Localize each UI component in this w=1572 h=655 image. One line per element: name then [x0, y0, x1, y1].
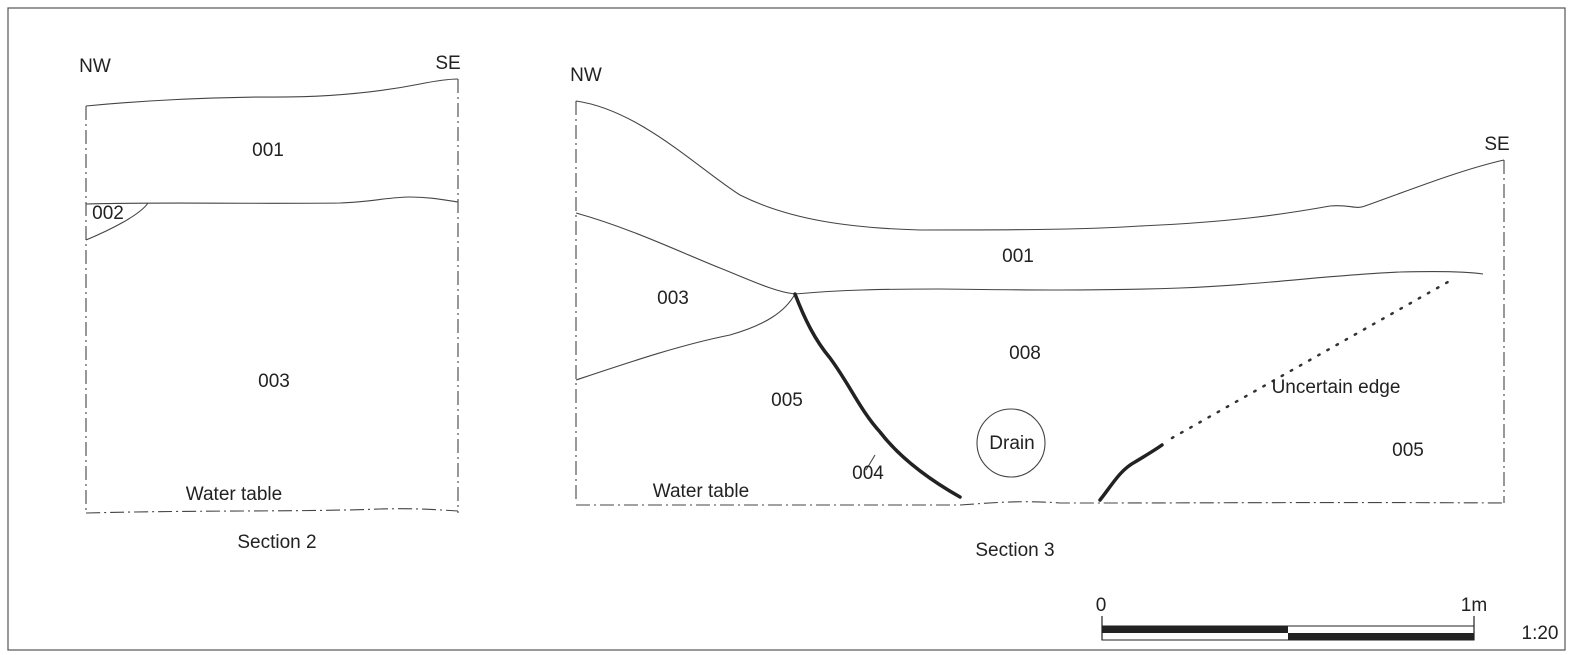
section-edges — [575, 101, 1505, 503]
scale-start: 0 — [1096, 595, 1107, 616]
scale-bar: 0 1m 1:20 — [1096, 595, 1559, 644]
water-table-line — [576, 501, 1505, 506]
orientation-label: NW — [570, 65, 602, 86]
ground-surface — [85, 78, 459, 107]
section-3: NW SE 001 003 008 005 004 005 Drain Unce… — [570, 65, 1510, 561]
layer-boundary — [85, 196, 459, 205]
section-title: Section 2 — [237, 532, 316, 553]
drain-label: Drain — [989, 433, 1034, 454]
scale-ratio: 1:20 — [1522, 623, 1559, 644]
uncertain-edge-line — [1170, 276, 1457, 440]
section-edges — [85, 79, 459, 513]
orientation-label: SE — [435, 53, 460, 74]
water-table-line — [85, 508, 459, 514]
cut-edge — [793, 292, 962, 499]
water-table-label: Water table — [653, 481, 749, 502]
layer-label: 001 — [1002, 246, 1034, 267]
layer-label: 003 — [258, 371, 290, 392]
layer-label: 005 — [1392, 440, 1424, 461]
layer-label: 004 — [852, 463, 884, 484]
scale-segment — [1102, 626, 1288, 633]
layer-label: 001 — [252, 140, 284, 161]
layer-label: 003 — [657, 288, 689, 309]
uncertain-edge-label: Uncertain edge — [1272, 377, 1401, 398]
orientation-label: SE — [1484, 134, 1509, 155]
ground-surface — [575, 100, 1505, 231]
leader-line — [865, 454, 876, 471]
layer-label: 002 — [92, 203, 124, 224]
section-2: NW SE 001 002 003 Water table Section 2 — [79, 53, 461, 553]
scale-end: 1m — [1461, 595, 1487, 616]
layer-label: 008 — [1009, 343, 1041, 364]
drain-circle — [976, 408, 1046, 478]
layer-003-top — [575, 212, 796, 295]
water-table-label: Water table — [186, 484, 282, 505]
layer-003-bottom — [575, 293, 796, 381]
frame — [7, 7, 1566, 651]
cut-edge — [1098, 443, 1164, 502]
scale-segment — [1288, 633, 1474, 640]
layer-boundary — [794, 271, 1484, 295]
scale-ticks — [1101, 616, 1475, 640]
layer-002-boundary — [85, 202, 149, 241]
layer-label: 005 — [771, 390, 803, 411]
section-title: Section 3 — [975, 540, 1054, 561]
orientation-label: NW — [79, 56, 111, 77]
